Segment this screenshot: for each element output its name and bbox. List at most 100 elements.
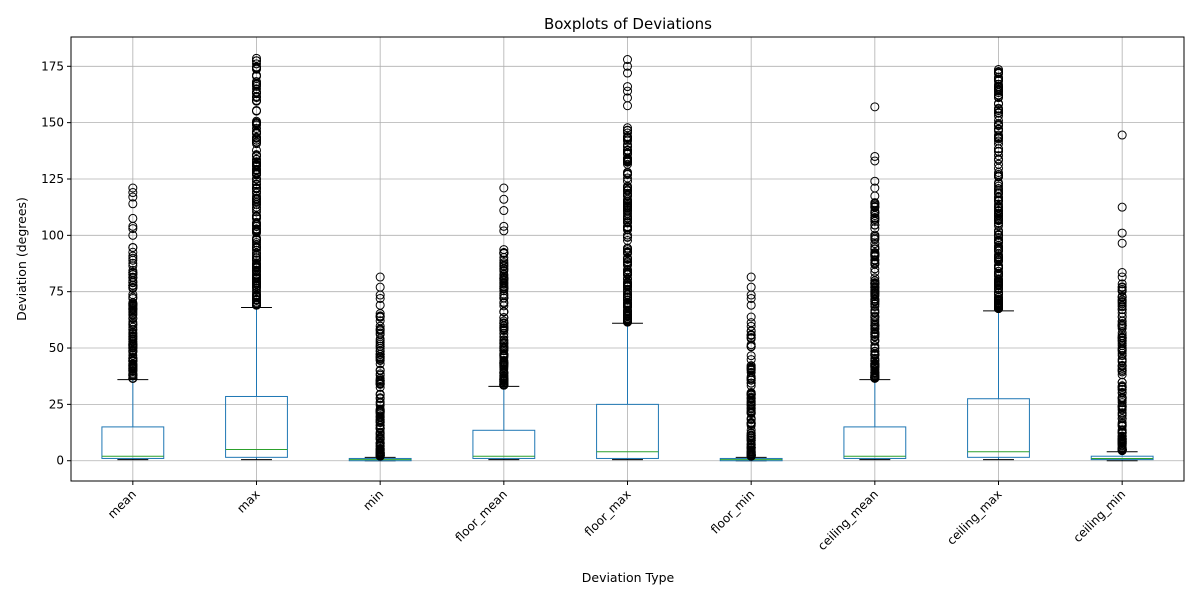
outlier-point xyxy=(499,264,509,274)
outlier-point xyxy=(870,242,880,252)
y-tick-label: 75 xyxy=(49,285,64,299)
outlier-point xyxy=(252,292,261,302)
outlier-point xyxy=(252,116,261,126)
outlier-point xyxy=(252,248,261,258)
outlier-point xyxy=(1117,442,1127,452)
outlier-point xyxy=(1117,333,1127,343)
outlier-point xyxy=(994,146,1003,156)
outlier-point xyxy=(1117,320,1127,330)
outlier-point xyxy=(1117,440,1127,450)
outlier-point xyxy=(623,186,632,196)
outlier-point xyxy=(1117,284,1127,294)
outlier-point xyxy=(994,221,1003,231)
outlier-point xyxy=(1117,411,1127,421)
outlier-point xyxy=(1117,382,1127,392)
fliers-ceiling_min xyxy=(1117,130,1127,456)
outlier-point xyxy=(994,189,1003,199)
outlier-point xyxy=(128,342,138,352)
outlier-point xyxy=(870,285,880,295)
outlier-point xyxy=(1117,402,1127,412)
outlier-point xyxy=(128,243,138,253)
outlier-point xyxy=(252,145,261,155)
outlier-point xyxy=(994,210,1003,220)
iqr-box xyxy=(225,395,288,458)
outlier-point xyxy=(994,124,1003,134)
outlier-point xyxy=(1117,437,1127,447)
outlier-point xyxy=(870,302,880,312)
outlier-point xyxy=(870,248,880,258)
outlier-point xyxy=(1117,377,1127,387)
outlier-point xyxy=(499,323,509,333)
outlier-point xyxy=(252,127,261,137)
outlier-point xyxy=(1117,405,1127,415)
outlier-point xyxy=(375,394,385,404)
y-tick-label: 25 xyxy=(49,397,64,411)
box-group-floor_mean xyxy=(472,385,536,461)
outlier-point xyxy=(252,59,261,69)
outlier-point xyxy=(1117,418,1127,428)
outlier-point xyxy=(128,364,138,374)
y-tick-label: 100 xyxy=(41,228,64,242)
outlier-point xyxy=(1117,336,1127,346)
outlier-point xyxy=(746,408,756,418)
outlier-point xyxy=(499,293,509,303)
outlier-point xyxy=(1117,238,1127,248)
outlier-point xyxy=(375,411,385,421)
outlier-point xyxy=(252,93,261,103)
iqr-box xyxy=(967,398,1030,458)
outlier-point xyxy=(252,179,261,189)
outlier-point xyxy=(623,222,632,232)
outlier-point xyxy=(252,80,261,90)
outlier-point xyxy=(499,274,509,284)
outlier-point xyxy=(252,260,261,270)
y-tick-label: 150 xyxy=(41,116,64,130)
outlier-point xyxy=(128,255,138,265)
outlier-point xyxy=(746,312,756,322)
outlier-point xyxy=(746,351,756,361)
outlier-point xyxy=(1117,393,1127,403)
outlier-point xyxy=(128,360,138,370)
outlier-point xyxy=(746,421,756,431)
outlier-point xyxy=(252,276,261,286)
outlier-point xyxy=(870,359,880,369)
outlier-point xyxy=(128,280,138,290)
outlier-point xyxy=(623,141,632,151)
outlier-point xyxy=(375,293,385,303)
outlier-point xyxy=(870,319,880,329)
box-group-floor_max xyxy=(596,322,659,461)
outlier-point xyxy=(128,213,138,223)
outlier-point xyxy=(746,396,756,406)
iqr-box xyxy=(472,429,536,459)
outlier-point xyxy=(994,104,1003,114)
outlier-point xyxy=(994,83,1003,93)
outlier-point xyxy=(128,192,138,202)
outlier-point xyxy=(499,183,509,193)
outlier-point xyxy=(994,163,1003,173)
y-tick-label: 125 xyxy=(41,172,64,186)
outlier-point xyxy=(870,292,880,302)
outlier-point xyxy=(623,82,632,92)
iqr-box xyxy=(1090,455,1154,461)
outlier-point xyxy=(1117,365,1127,375)
outlier-point xyxy=(870,215,880,225)
outlier-point xyxy=(746,361,756,371)
outlier-point xyxy=(623,146,632,156)
fliers-floor_mean xyxy=(499,183,509,390)
outlier-point xyxy=(128,319,138,329)
outlier-point xyxy=(994,235,1003,245)
y-axis-title: Deviation (degrees) xyxy=(14,197,29,321)
outlier-point xyxy=(499,248,509,258)
outlier-point xyxy=(252,238,261,248)
outlier-point xyxy=(1117,420,1127,430)
iqr-box xyxy=(101,426,165,459)
outlier-point xyxy=(252,199,261,209)
outlier-point xyxy=(870,350,880,360)
fliers-ceiling_max xyxy=(994,65,1003,314)
outlier-point xyxy=(870,183,880,193)
outlier-point xyxy=(994,256,1003,266)
outlier-point xyxy=(1117,396,1127,406)
fliers-max xyxy=(252,53,261,310)
outlier-point xyxy=(128,183,138,193)
